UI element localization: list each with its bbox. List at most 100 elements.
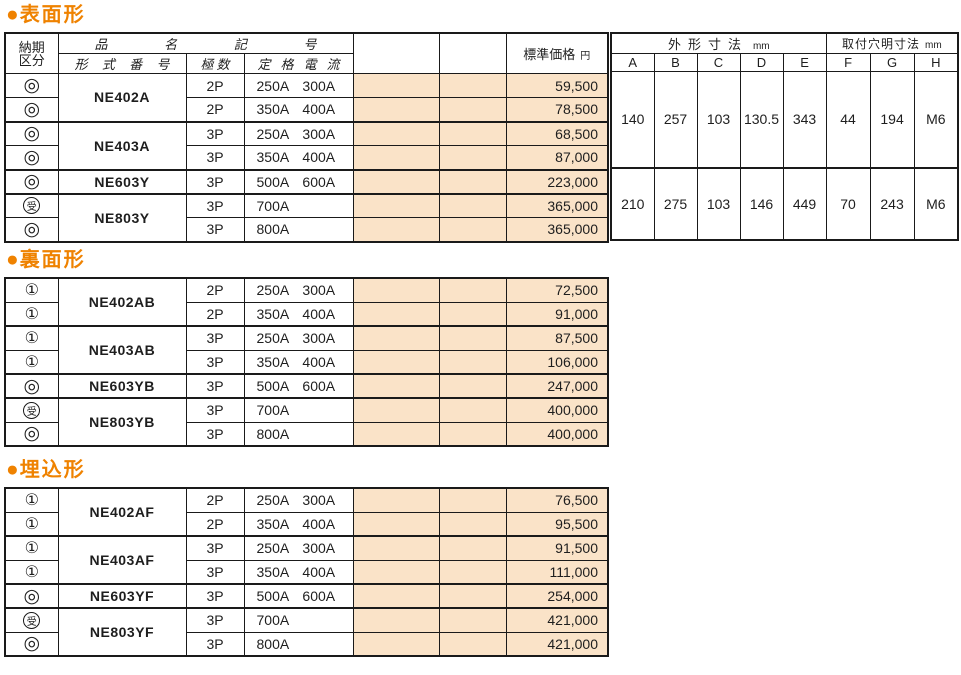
blank-cell — [438, 373, 507, 399]
section-title-text: 裏面形 — [19, 249, 86, 271]
blank-cell — [352, 325, 440, 351]
mounting-holes-header: 取付穴明寸法 mm — [825, 32, 959, 54]
dim-column-letter: D — [739, 53, 784, 72]
dim-column-letter: B — [653, 53, 698, 72]
blank-cell — [438, 583, 507, 609]
rated-current-cell: 500A 600A — [243, 373, 354, 399]
dimension-value-cell: 257 — [653, 71, 698, 168]
price-unit-label: 円 — [580, 51, 591, 62]
price-cell: 72,500 — [505, 277, 609, 303]
price-cell: 78,500 — [505, 97, 609, 122]
delivery-symbol-double-circle-icon: ◎ — [23, 146, 41, 168]
table-row: ◎ NE603YB 3P 500A 600A 247,000 — [4, 373, 609, 399]
table-row: ◎ NE403A 3P 250A 300A 68,500 — [4, 120, 609, 170]
header-label: 形式番号 — [59, 55, 185, 73]
delivery-class-cell: ① — [4, 277, 59, 303]
blank-cell — [438, 145, 507, 170]
blank-cell — [438, 487, 507, 513]
dimension-value-cell: 243 — [869, 166, 915, 240]
price-table: ① NE402AB 2P 250A 300A 72,500 ① 2P 350A 400A 91,… — [4, 277, 609, 447]
poles-cell: 3P — [185, 325, 245, 351]
delivery-class-cell: 受 — [4, 607, 59, 633]
dimension-value-cell: 103 — [696, 166, 741, 240]
delivery-symbol-double-circle-icon: ◎ — [23, 98, 41, 120]
delivery-symbol-circled-one-icon: ① — [24, 515, 39, 533]
table-row: ① 3P 350A 400A 106,000 — [4, 349, 609, 375]
table-row: ① NE402AF 2P 250A 300A 76,500 — [4, 487, 609, 537]
blank-cell — [438, 397, 507, 423]
header-char: 品 — [94, 37, 108, 52]
rated-current-cell: 500A 600A — [243, 583, 354, 609]
table-row: ① 2P 350A 400A 95,500 — [4, 511, 609, 537]
poles-cell: 3P — [185, 192, 245, 218]
delivery-class-cell: ◎ — [4, 168, 59, 194]
blank-cell — [438, 301, 507, 327]
delivery-symbol-ukeru-icon: 受 — [23, 401, 41, 419]
delivery-class-cell: ◎ — [4, 583, 59, 609]
rated-current-cell: 350A 400A — [243, 349, 354, 375]
header-char: 極 — [200, 57, 214, 72]
header-char: 格 — [280, 57, 294, 72]
header-char: 式 — [101, 57, 115, 72]
dimensions-unit-label: mm — [752, 41, 770, 52]
blank-cell — [352, 373, 440, 399]
header-char: 定 — [257, 57, 271, 72]
model-number-cell: NE403AB — [57, 325, 187, 375]
blank-cell — [352, 168, 440, 194]
blank-cell — [438, 511, 507, 537]
rated-current-cell: 800A — [243, 631, 354, 657]
poles-cell: 3P — [185, 583, 245, 609]
dim-column-letter: G — [869, 53, 915, 72]
model-number-cell: NE803YF — [57, 607, 187, 657]
dimensions-table: 外形寸法 mm 取付穴明寸法 mm A B C D E F G H 140 257 103 130.5 343 4… — [610, 32, 960, 241]
delivery-symbol-double-circle-icon: ◎ — [23, 171, 41, 192]
table-row: ◎ 3P 800A 365,000 — [4, 217, 609, 242]
rated-current-cell: 500A 600A — [243, 168, 354, 194]
delivery-symbol-circled-one-icon: ① — [24, 563, 39, 581]
poles-cell: 3P — [185, 631, 245, 657]
price-table: ① NE402AF 2P 250A 300A 76,500 ① 2P 350A 400A 95,… — [4, 487, 609, 657]
blank-cell — [438, 97, 507, 122]
header-char: 形 — [74, 57, 88, 72]
price-cell: 111,000 — [505, 559, 609, 585]
header-label: 品名記号 — [59, 34, 352, 53]
rated-current-header: 定格電流 — [243, 53, 354, 74]
rated-current-cell: 700A — [243, 397, 354, 423]
header-label: 定格電流 — [245, 55, 352, 73]
dim-column-letter: C — [696, 53, 741, 72]
price-cell: 76,500 — [505, 487, 609, 513]
dimension-value-cell: M6 — [913, 71, 959, 168]
delivery-class-header-line2: 区分 — [18, 52, 45, 68]
section-title-text: 表面形 — [19, 4, 86, 26]
table-row: ① NE402AB 2P 250A 300A 72,500 — [4, 277, 609, 327]
blank-cell — [438, 535, 507, 561]
bullet-icon: ● — [6, 458, 19, 481]
price-table: 納期 区分品名記号標準価格円形式番号極数定格電流 ◎ NE402A 2P 250A 300… — [4, 32, 609, 243]
poles-cell: 3P — [185, 373, 245, 399]
blank-cell — [438, 120, 507, 146]
delivery-class-cell: ◎ — [4, 217, 59, 242]
holes-unit-label: mm — [925, 40, 942, 51]
header-char: 番 — [129, 57, 143, 72]
dim-column-letter: E — [782, 53, 827, 72]
rated-current-cell: 250A 300A — [243, 535, 354, 561]
delivery-class-header-line1: 納期 — [18, 39, 45, 55]
poles-cell: 3P — [185, 145, 245, 170]
table-row: ① NE403AB 3P 250A 300A 87,500 — [4, 325, 609, 375]
blank-cell — [352, 583, 440, 609]
blank-cell — [352, 535, 440, 561]
blank-cell — [352, 487, 440, 513]
delivery-class-cell: 受 — [4, 192, 59, 218]
dimension-value-cell: 449 — [782, 166, 827, 240]
poles-cell: 3P — [185, 217, 245, 242]
rated-current-cell: 700A — [243, 607, 354, 633]
delivery-class-header: 納期 区分 — [4, 32, 59, 74]
model-number-cell: NE803Y — [57, 192, 187, 242]
blank-cell — [438, 349, 507, 375]
section-title: ●裏面形 — [6, 247, 609, 273]
model-number-cell: NE403A — [57, 120, 187, 170]
poles-cell: 2P — [185, 301, 245, 327]
delivery-class-cell: ◎ — [4, 120, 59, 146]
rated-current-cell: 250A 300A — [243, 120, 354, 146]
dimension-value-cell: 103 — [696, 71, 741, 168]
